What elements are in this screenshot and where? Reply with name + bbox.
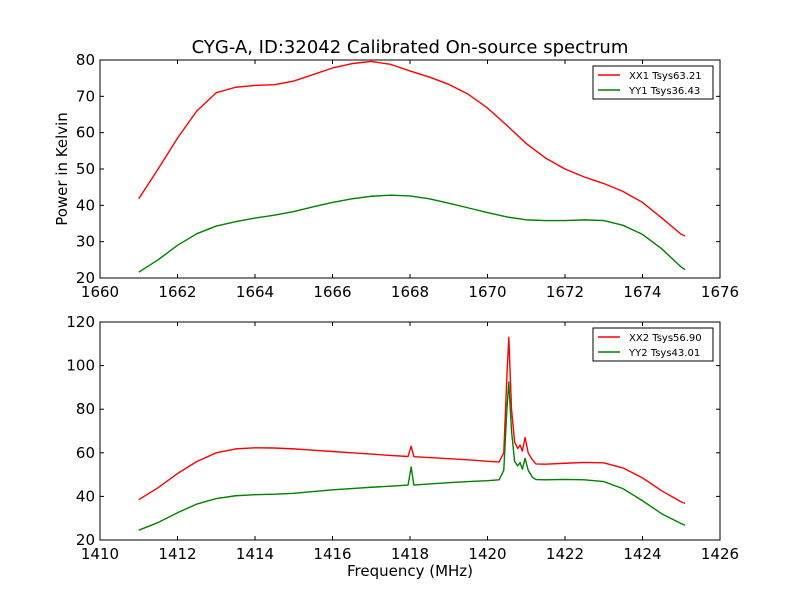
bottom-legend-label-2: YY2 Tsys43.01 <box>628 348 700 359</box>
top-y-tick-label: 30 <box>76 233 95 251</box>
top-legend-label-2: YY1 Tsys36.43 <box>628 86 700 97</box>
bottom-x-tick-label: 1412 <box>158 545 196 563</box>
top-legend-label-1: XX1 Tsys63.21 <box>629 71 702 82</box>
top-series-line-2 <box>138 194 686 273</box>
bottom-y-tick-label: 80 <box>76 400 95 418</box>
bottom-series-line-2 <box>138 381 686 531</box>
chart-title: CYG-A, ID:32042 Calibrated On-source spe… <box>192 37 629 58</box>
bottom-y-tick-label: 20 <box>76 531 95 549</box>
top-y-tick-label: 40 <box>76 196 95 214</box>
top-y-tick-label: 20 <box>76 269 95 287</box>
bottom-x-tick-label: 1416 <box>313 545 351 563</box>
x-axis-label: Frequency (MHz) <box>347 562 473 580</box>
bottom-x-tick-label: 1426 <box>701 545 739 563</box>
bottom-x-tick-label: 1418 <box>391 545 429 563</box>
bottom-legend-label-1: XX2 Tsys56.90 <box>629 333 702 344</box>
top-x-tick-label: 1664 <box>236 283 274 301</box>
top-x-tick-label: 1676 <box>701 283 739 301</box>
top-series-line-1 <box>138 60 686 237</box>
top-x-tick-label: 1662 <box>158 283 196 301</box>
top-panel: 1660 1662 1664 1666 1668 1670 1672 1674 1676 20 30… <box>76 51 739 301</box>
bottom-y-tick-label: 40 <box>76 487 95 505</box>
top-y-tick-label: 80 <box>76 51 95 69</box>
y-axis-label: Power in Kelvin <box>53 112 71 226</box>
bottom-x-tick-label: 1422 <box>546 545 584 563</box>
bottom-x-tick-label: 1424 <box>623 545 661 563</box>
bottom-x-tick-label: 1410 <box>81 545 119 563</box>
top-y-tick-label: 70 <box>76 87 95 105</box>
top-x-tick-label: 1674 <box>623 283 661 301</box>
bottom-series-line-1 <box>138 336 686 505</box>
top-y-tick-label: 60 <box>76 124 95 142</box>
bottom-legend <box>592 327 714 362</box>
top-legend <box>592 65 714 100</box>
top-x-tick-label: 1668 <box>391 283 429 301</box>
bottom-x-tick-label: 1420 <box>468 545 506 563</box>
top-x-tick-label: 1660 <box>81 283 119 301</box>
top-x-tick-label: 1672 <box>546 283 584 301</box>
top-x-tick-label: 1670 <box>468 283 506 301</box>
top-y-tick-label: 50 <box>76 160 95 178</box>
bottom-panel: 1410 1412 1414 1416 1418 1420 1422 1424 1426 20 40… <box>66 313 739 563</box>
bottom-x-tick-label: 1414 <box>236 545 274 563</box>
top-x-tick-label: 1666 <box>313 283 351 301</box>
bottom-y-tick-label: 60 <box>76 444 95 462</box>
bottom-y-tick-label: 120 <box>66 313 95 331</box>
bottom-y-tick-label: 100 <box>66 357 95 375</box>
